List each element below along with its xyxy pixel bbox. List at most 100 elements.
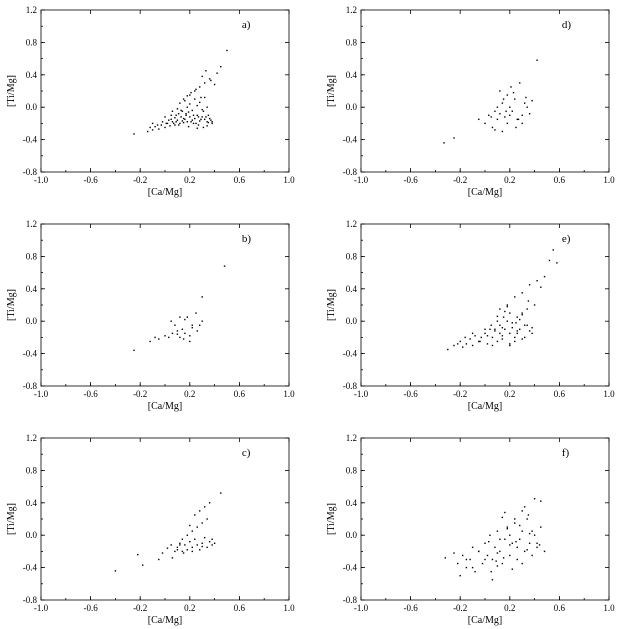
data-point — [191, 530, 193, 532]
data-point — [201, 108, 203, 111]
y-tick-label: 0.0 — [346, 316, 358, 326]
x-tick-label: 0.2 — [184, 603, 195, 613]
data-point — [213, 83, 216, 86]
data-point — [465, 566, 468, 569]
y-tick-label: 0.4 — [26, 70, 38, 80]
data-point — [484, 328, 486, 330]
data-point — [180, 116, 182, 118]
data-point — [192, 114, 195, 116]
data-point — [509, 106, 511, 108]
data-point — [182, 98, 185, 100]
data-point — [171, 110, 174, 112]
data-point — [184, 332, 186, 335]
data-point — [203, 506, 206, 508]
scatter-panel: -1.0 -0.6 -0.2 0.2 0.6 1.0 -0.8 -0.4 0.0 0.4 0.8 1.… — [326, 5, 615, 198]
data-point — [471, 546, 474, 549]
y-tick-label: -0.8 — [23, 167, 38, 177]
data-point — [499, 112, 501, 115]
data-point — [502, 316, 505, 318]
data-point — [201, 545, 203, 548]
data-point — [189, 94, 191, 96]
data-point — [504, 538, 506, 540]
data-point — [536, 280, 538, 282]
x-tick-label: -0.6 — [83, 389, 98, 399]
x-tick-label: 0.6 — [234, 603, 246, 613]
data-point — [496, 552, 499, 554]
data-point — [540, 526, 542, 528]
data-point — [182, 121, 185, 124]
data-point — [185, 112, 187, 115]
data-point — [504, 310, 506, 313]
data-point — [196, 114, 198, 116]
data-point — [556, 262, 558, 264]
data-point — [474, 570, 476, 573]
data-point — [540, 286, 542, 288]
data-point — [149, 126, 151, 129]
data-point — [521, 292, 523, 294]
data-point — [146, 130, 149, 133]
data-point — [519, 318, 521, 321]
y-tick-label: -0.8 — [343, 381, 358, 391]
data-point — [158, 558, 160, 561]
data-point — [471, 332, 474, 335]
data-point — [207, 121, 210, 124]
data-point — [501, 335, 504, 337]
data-point — [189, 116, 191, 118]
data-point — [516, 332, 518, 335]
data-point — [526, 549, 528, 551]
data-point — [154, 125, 156, 128]
data-point — [208, 117, 211, 120]
data-point — [488, 540, 490, 543]
data-point — [516, 558, 518, 561]
y-tick-label: 0.0 — [346, 102, 358, 112]
data-point — [531, 100, 533, 102]
data-point — [486, 554, 489, 557]
y-axis-label: [Ti/Mg] — [6, 75, 17, 107]
data-point — [494, 110, 496, 112]
data-point — [177, 124, 180, 126]
data-point — [186, 95, 189, 97]
data-point — [205, 116, 207, 118]
data-point — [179, 316, 181, 318]
data-point — [199, 86, 201, 88]
x-tick-label: -0.6 — [403, 389, 418, 399]
y-tick-label: 0.0 — [26, 102, 38, 112]
data-point — [186, 534, 189, 536]
x-axis-label: [Ca/Mg] — [148, 187, 182, 198]
data-point — [548, 259, 551, 262]
y-tick-label: -0.8 — [23, 381, 38, 391]
x-tick-label: -0.6 — [403, 603, 418, 613]
data-point — [489, 534, 491, 536]
data-point — [489, 328, 491, 330]
data-point — [531, 332, 533, 335]
data-point — [506, 305, 509, 308]
data-point — [203, 118, 206, 121]
data-point — [499, 324, 501, 326]
data-point — [443, 142, 445, 144]
data-point — [187, 125, 190, 128]
data-point — [181, 550, 184, 553]
data-point — [471, 566, 474, 569]
data-point — [481, 562, 484, 565]
data-point — [175, 121, 177, 123]
data-point — [171, 557, 174, 559]
data-point — [506, 526, 509, 528]
data-point — [499, 90, 501, 92]
data-point — [511, 542, 513, 544]
x-tick-label: -0.6 — [83, 175, 98, 185]
data-point — [179, 102, 181, 104]
data-point — [528, 532, 531, 535]
data-point — [190, 121, 192, 123]
data-point — [164, 126, 166, 129]
data-point — [170, 320, 172, 322]
data-point — [133, 133, 135, 135]
data-point — [189, 524, 191, 527]
data-point — [199, 324, 201, 326]
data-point — [194, 514, 196, 516]
data-point — [495, 560, 497, 562]
data-point — [543, 275, 546, 278]
y-tick-label: 0.8 — [26, 37, 38, 47]
data-point — [496, 340, 499, 343]
data-point — [526, 518, 528, 520]
data-point — [538, 544, 541, 546]
